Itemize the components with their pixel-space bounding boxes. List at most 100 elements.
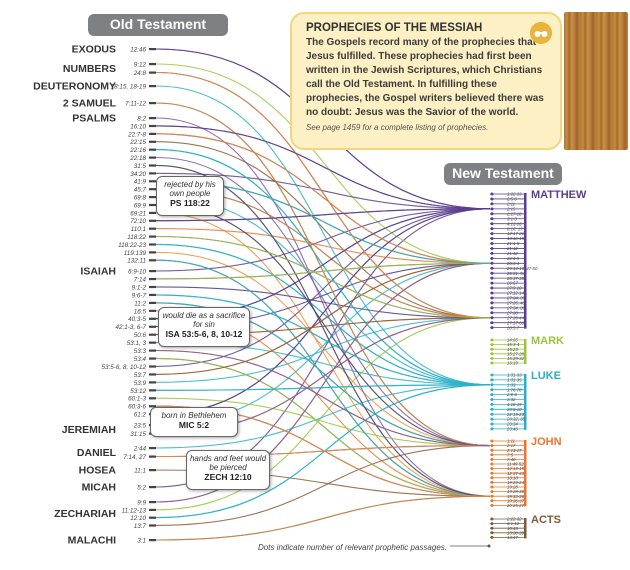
ot-tick <box>149 277 156 281</box>
nt-dot <box>490 499 494 503</box>
nt-reference: 1:31-33 <box>507 373 522 378</box>
ot-tick <box>149 469 156 472</box>
nt-dot <box>490 326 494 330</box>
ot-reference: 53:9 <box>134 380 147 387</box>
nt-dot <box>490 494 494 498</box>
wood-texture-image <box>564 12 628 150</box>
nt-reference: 6:1-12 <box>507 521 520 526</box>
prophecy-link <box>155 357 491 497</box>
nt-dot <box>490 361 494 365</box>
ot-reference: 118:22-23 <box>118 242 146 249</box>
ot-reference: 18:15, 18-19 <box>111 84 147 91</box>
prophecy-link <box>155 243 491 386</box>
binoculars-icon <box>530 22 552 44</box>
nt-reference: 20:25-27 <box>506 503 525 508</box>
ot-tick <box>149 447 156 450</box>
nt-dot <box>490 338 494 342</box>
ot-tick <box>149 486 156 489</box>
ot-tick <box>149 285 156 289</box>
ot-tick <box>149 117 156 120</box>
ot-tick <box>149 397 156 400</box>
ot-tick <box>149 63 156 66</box>
callout-ref: MIC 5:2 <box>178 420 210 430</box>
ot-tick <box>149 309 156 312</box>
nt-dot <box>490 321 494 325</box>
callout-bethlehem: born in Bethlehem MIC 5:2 <box>150 407 238 437</box>
ot-reference: 24:8 <box>133 70 147 77</box>
ot-tick <box>149 405 156 408</box>
nt-dot <box>490 535 494 539</box>
ot-reference: 53:12 <box>130 388 146 395</box>
nt-reference: 27:12-14 <box>506 291 525 296</box>
ot-reference: 50:6 <box>134 332 147 339</box>
nt-reference: 27:57-60 <box>506 320 525 325</box>
prophecy-link <box>155 172 491 210</box>
nt-dot <box>490 388 494 392</box>
ot-reference: 45:7 <box>134 187 147 194</box>
ot-tick <box>149 132 156 135</box>
ot-reference: 9:9 <box>137 500 146 507</box>
nt-reference: 14:65 <box>507 338 518 343</box>
ot-book-name: DEUTERONOMY <box>33 81 116 93</box>
ot-reference: 118:22 <box>127 234 146 241</box>
nt-reference: 27:39-44 <box>506 315 525 320</box>
nt-dot <box>490 222 494 226</box>
nt-dot <box>490 276 494 280</box>
nt-reference: 22:4-5 <box>506 256 520 261</box>
ot-book-name: 2 SAMUEL <box>63 98 117 110</box>
ot-tick <box>149 148 156 151</box>
ot-tick <box>149 48 156 51</box>
nt-reference: 1:31-35 <box>507 378 522 383</box>
callout-sacrifice: would die as a sacrifice for sin ISA 53:… <box>158 307 250 347</box>
ot-reference: 16:5 <box>134 308 147 315</box>
nt-dot <box>490 439 494 443</box>
nt-reference: 2:6-6 <box>506 392 517 397</box>
ot-reference: 11:12-13 <box>122 507 147 514</box>
nt-dot <box>490 271 494 275</box>
nt-dot <box>490 462 494 466</box>
ot-reference: 23:5 <box>133 423 147 430</box>
nt-dot <box>490 522 494 526</box>
ot-reference: 5:2 <box>137 485 146 492</box>
ot-reference: 22:15 <box>129 139 146 146</box>
callout-pierced: hands and feet would be pierced ZECH 12:… <box>186 450 270 490</box>
ot-tick <box>149 188 156 191</box>
nt-dot <box>490 407 494 411</box>
ot-tick <box>149 341 156 344</box>
prophecy-link <box>155 141 491 319</box>
ot-reference: 41:9 <box>134 179 147 186</box>
ot-tick <box>149 325 156 328</box>
ot-reference: 16:10 <box>130 123 146 130</box>
info-title: PROPHECIES OF THE MESSIAH <box>306 22 483 34</box>
nt-dot <box>490 242 494 245</box>
ot-book-name: MICAH <box>82 482 116 494</box>
reference-marks <box>149 48 527 548</box>
nt-reference: 26:14-16, 47-50 <box>506 266 538 271</box>
nt-dot <box>490 517 494 521</box>
nt-book-name: JOHN <box>531 436 562 448</box>
nt-dot <box>490 343 494 347</box>
nt-reference: 2:5-6 <box>506 197 517 202</box>
ot-tick <box>149 164 156 167</box>
nt-reference: 7:5 <box>507 452 514 457</box>
ot-tick <box>149 365 156 368</box>
nt-dot <box>490 306 494 310</box>
nt-dot <box>490 531 494 535</box>
ot-tick <box>149 301 156 304</box>
nt-dot <box>490 457 494 461</box>
nt-reference: 15:23 <box>507 347 518 352</box>
info-see-also: See page 1459 for a complete listing of … <box>306 123 489 132</box>
nt-reference: 26:37-38 <box>506 276 525 281</box>
nt-reference: 28:5-7 <box>506 325 520 330</box>
ot-reference: 12:46 <box>130 47 146 54</box>
nt-dot <box>490 417 494 421</box>
nt-book-name: LUKE <box>531 370 561 382</box>
prophecy-link <box>155 294 491 386</box>
nt-reference: 23:34 <box>506 422 518 427</box>
nt-reference: 13:47 <box>507 535 518 540</box>
ot-reference: 3:1 <box>137 538 146 545</box>
callout-rejected: rejected by his own people PS 118:22 <box>156 176 224 216</box>
prophecy-link <box>155 102 491 447</box>
nt-reference: 15:27-28 <box>507 351 525 356</box>
